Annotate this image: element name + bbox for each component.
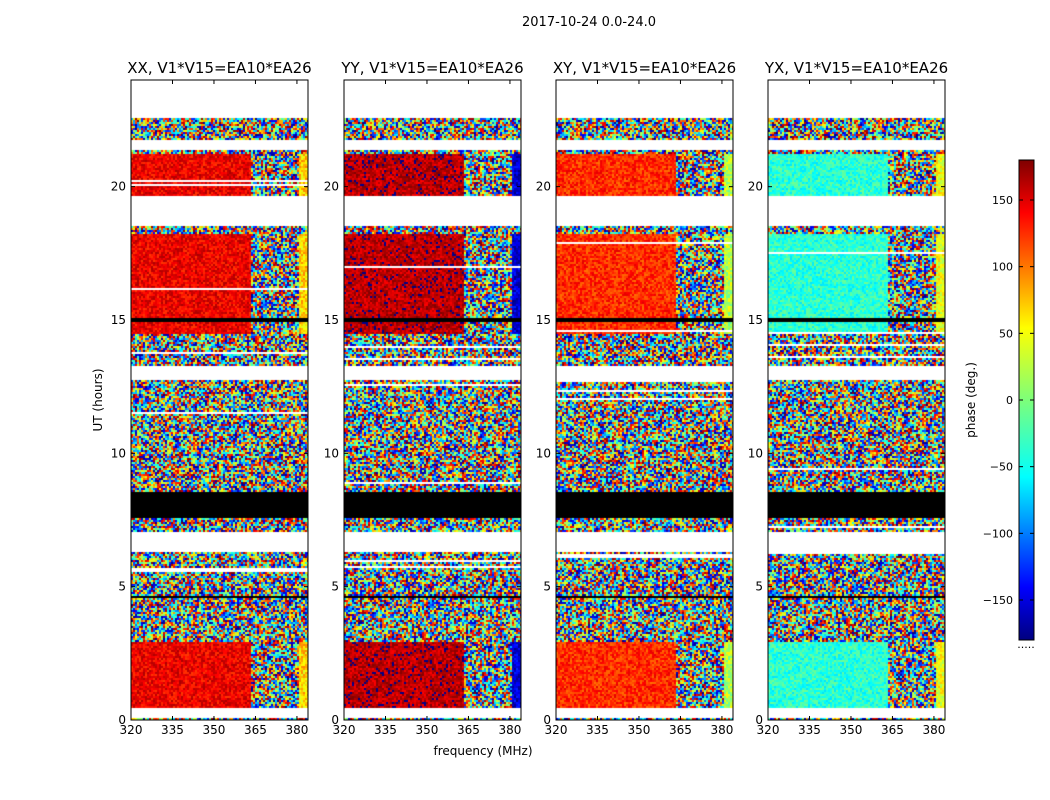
x-tick-label: 350 [416,723,439,737]
colorbar: 150 100 50 0 −50 −100 −150 phase (deg.) ..... [964,159,1035,651]
x-tick-label: 335 [586,723,609,737]
x-tick-label: 350 [203,723,226,737]
panel-frame [130,79,309,721]
heatmap-canvas [344,80,521,720]
panel-title: XX, V1*V15=EA10*EA26 [127,59,311,77]
colorbar-bottom-note: ..... [1017,638,1034,651]
y-tick-label: 5 [118,580,126,594]
colorbar-tick-label: −100 [983,527,1013,540]
panel-2: YY, V1*V15=EA10*EA26 320 335 350 365 380 0 5 10 1… [324,59,524,737]
heatmap-image [556,80,733,720]
x-tick-label: 335 [798,723,821,737]
x-tick-label: 365 [244,723,267,737]
panel-frame [555,79,734,721]
colorbar-tick-label: −50 [990,461,1013,474]
panel-title: YX, V1*V15=EA10*EA26 [764,59,948,77]
colorbar-ticks: 150 100 50 0 −50 −100 −150 [983,194,1034,607]
x-tick-label: 350 [628,723,651,737]
x-tick-label: 380 [498,723,521,737]
colorbar-tick-label: 50 [999,327,1013,340]
y-tick-label: 5 [755,580,763,594]
colorbar-label: phase (deg.) [964,362,978,438]
y-tick-label: 15 [111,313,126,327]
y-tick-label: 0 [543,713,551,727]
x-tick-label: 320 [120,723,143,737]
y-tick-label: 15 [536,313,551,327]
heatmap-image [768,80,945,720]
x-tick-label: 365 [669,723,692,737]
colorbar-tick-label: 0 [1006,394,1013,407]
y-tick-label: 5 [543,580,551,594]
x-tick-label: 365 [881,723,904,737]
panel-title: YY, V1*V15=EA10*EA26 [340,59,523,77]
panel-group: XX, V1*V15=EA10*EA26 320 335 350 365 380 0 5 10 1… [111,59,948,737]
x-tick-label: 380 [922,723,945,737]
figure-suptitle: 2017-10-24 0.0-24.0 [522,15,656,30]
y-tick-label: 0 [118,713,126,727]
colorbar-tick-label: 150 [992,194,1013,207]
heatmap-canvas [768,80,945,720]
x-tick-label: 335 [374,723,397,737]
x-tick-label: 320 [545,723,568,737]
y-tick-label: 20 [748,180,763,194]
heatmap-canvas [131,80,308,720]
colorbar-tick-label: 100 [992,261,1013,274]
y-tick-label: 10 [536,446,551,460]
x-tick-label: 365 [457,723,480,737]
panel-1: XX, V1*V15=EA10*EA26 320 335 350 365 380 0 5 10 1… [111,59,312,737]
panel-frame [767,79,946,721]
y-tick-label: 20 [536,180,551,194]
y-tick-label: 15 [748,313,763,327]
x-axis-label: frequency (MHz) [433,744,532,758]
y-tick-label: 0 [331,713,339,727]
y-tick-label: 10 [748,446,763,460]
heatmap-canvas [556,80,733,720]
panel-4: YX, V1*V15=EA10*EA26 320 335 350 365 380 0 5 10 1… [748,59,948,737]
x-tick-label: 350 [840,723,863,737]
x-tick-label: 320 [333,723,356,737]
y-tick-label: 20 [324,180,339,194]
panel-frame [343,79,522,721]
x-tick-label: 320 [757,723,780,737]
y-tick-label: 10 [111,446,126,460]
panel-3: XY, V1*V15=EA10*EA26 320 335 350 365 380 0 5 10 1… [536,59,736,737]
colorbar-tick-label: −150 [983,594,1013,607]
x-tick-label: 380 [285,723,308,737]
y-tick-label: 20 [111,180,126,194]
y-tick-label: 10 [324,446,339,460]
y-tick-label: 0 [755,713,763,727]
x-tick-label: 335 [161,723,184,737]
panel-title: XY, V1*V15=EA10*EA26 [553,59,736,77]
y-axis-label: UT (hours) [91,368,105,431]
y-tick-label: 5 [331,580,339,594]
heatmap-image [131,80,308,720]
heatmap-image [344,80,521,720]
y-tick-label: 15 [324,313,339,327]
x-tick-label: 380 [710,723,733,737]
